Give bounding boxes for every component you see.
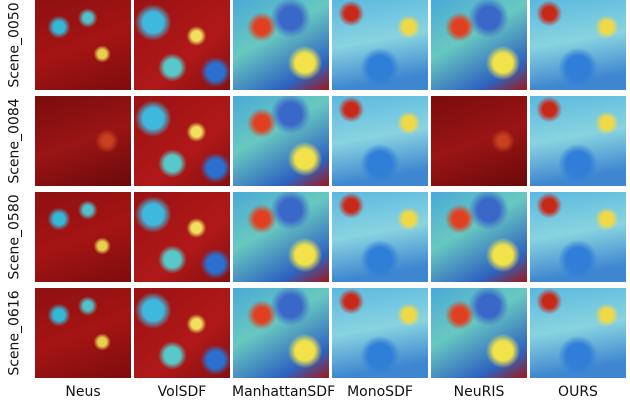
result-image — [431, 288, 527, 378]
column-label: MonoSDF — [331, 384, 429, 400]
row-label: Scene_0050 — [0, 0, 30, 90]
result-image — [233, 0, 329, 90]
column-label: NeuRIS — [430, 384, 528, 400]
column-label-text: ManhattanSDF — [232, 384, 335, 400]
result-image — [332, 192, 428, 282]
row-label-text: Scene_0616 — [7, 290, 23, 375]
column-label-text: Neus — [65, 384, 100, 400]
column-label: ManhattanSDF — [232, 384, 330, 400]
row-label-text: Scene_0084 — [7, 98, 23, 183]
row-label: Scene_0616 — [0, 288, 30, 378]
result-image — [431, 0, 527, 90]
result-image — [233, 288, 329, 378]
row-label: Scene_0084 — [0, 96, 30, 186]
column-label: OURS — [529, 384, 627, 400]
result-image — [530, 0, 626, 90]
result-image — [233, 96, 329, 186]
column-label: VolSDF — [133, 384, 231, 400]
figure: Scene_0050 Scene_0084 Scene_0580 Scene_0616… — [0, 0, 630, 413]
result-image — [431, 192, 527, 282]
result-image — [35, 0, 131, 90]
result-image — [332, 96, 428, 186]
result-image — [530, 192, 626, 282]
row-label-text: Scene_0050 — [7, 2, 23, 87]
column-label-text: OURS — [558, 384, 598, 400]
column-label-text: NeuRIS — [454, 384, 505, 400]
result-image — [35, 96, 131, 186]
column-label-text: VolSDF — [158, 384, 207, 400]
result-image — [134, 0, 230, 90]
result-image — [134, 96, 230, 186]
result-image — [134, 192, 230, 282]
result-image — [530, 288, 626, 378]
result-image — [332, 288, 428, 378]
result-image — [431, 96, 527, 186]
result-image — [530, 96, 626, 186]
column-label: Neus — [34, 384, 132, 400]
result-image — [35, 288, 131, 378]
row-label: Scene_0580 — [0, 192, 30, 282]
result-image — [35, 192, 131, 282]
column-label-text: MonoSDF — [347, 384, 413, 400]
result-image — [332, 0, 428, 90]
result-image — [134, 288, 230, 378]
result-image — [233, 192, 329, 282]
row-label-text: Scene_0580 — [7, 194, 23, 279]
